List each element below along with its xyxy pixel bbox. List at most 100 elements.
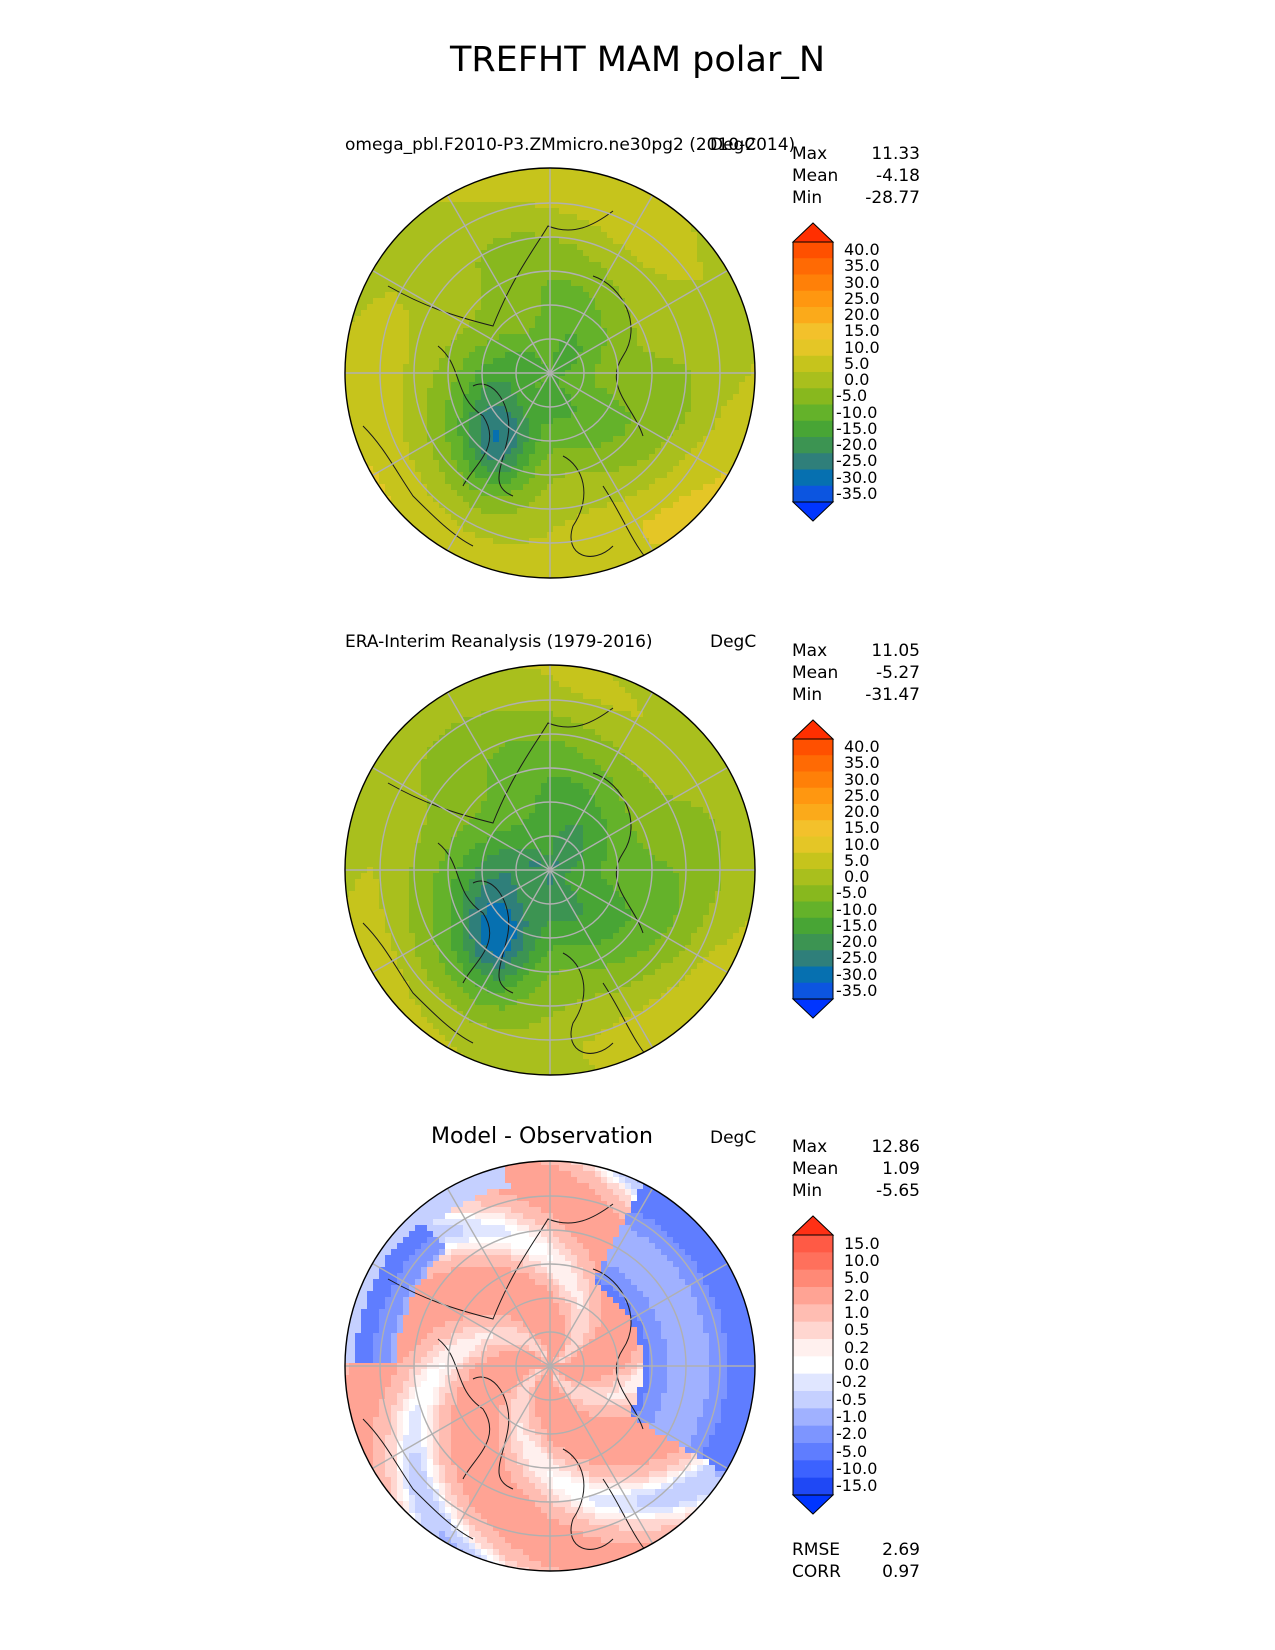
colorbar-segment <box>793 1443 833 1461</box>
colorbar-bottom-extend <box>791 501 835 522</box>
colorbar-segment <box>793 274 833 292</box>
polar-map-ref <box>343 663 757 1077</box>
colorbar-segment <box>793 1460 833 1479</box>
colorbar-segment <box>793 820 833 837</box>
colorbar-segment <box>793 804 833 821</box>
colorbar-tick-label: -5.0 <box>836 386 868 406</box>
colorbar-tick-label: 30.0 <box>844 272 880 292</box>
colorbar-segment <box>793 836 833 854</box>
colorbar-tick-label: 2.0 <box>844 1285 870 1305</box>
colorbar-frame <box>792 738 834 1000</box>
colorbar-segment <box>793 1287 833 1305</box>
meridian-line <box>446 195 654 551</box>
polar-map-diff <box>343 1159 757 1573</box>
colorbar: 40.0 35.0 30.0 25.0 20.0 15.0 10.0 5.0 0.0 -5.0 -1… <box>790 222 920 526</box>
colorbar-tick-label: -5.0 <box>836 883 868 903</box>
colorbar-tick-label: 0.5 <box>844 1320 870 1340</box>
colorbar-segment <box>793 242 833 259</box>
colorbar-segment <box>793 290 833 308</box>
colorbar-tick-label: -15.0 <box>836 915 878 935</box>
colorbar-segment <box>793 1425 833 1444</box>
colorbar-segment <box>793 420 833 438</box>
colorbar-tick-label: -35.0 <box>836 483 878 503</box>
meridian-line <box>446 1188 654 1544</box>
coastline-segment <box>592 1268 644 1430</box>
colorbar-segment <box>793 1373 833 1392</box>
coastline-segment <box>437 345 491 487</box>
min-label: Min <box>792 188 823 208</box>
colorbar-tick-label: -25.0 <box>836 451 878 471</box>
colorbar-segment <box>793 1304 833 1323</box>
colorbar-segment <box>793 469 833 487</box>
colorbar-tick-label: 10.0 <box>844 834 880 854</box>
graticule <box>345 1161 755 1571</box>
coastline-segment <box>562 455 614 557</box>
colorbar-tick-label: -30.0 <box>836 467 878 487</box>
colorbar-segment <box>793 323 833 340</box>
polar-map-test <box>343 166 757 580</box>
panel-ref: ERA-Interim Reanalysis (1979-2016) DegC … <box>0 617 1275 1087</box>
colorbar-segment <box>793 1235 833 1253</box>
colorbar-segment <box>793 453 833 470</box>
coastline-segment <box>387 210 614 327</box>
colorbar-segment <box>793 1356 833 1375</box>
colorbar-tick-label: 30.0 <box>844 769 880 789</box>
colorbar-segment <box>793 771 833 789</box>
colorbar-segment <box>793 1477 833 1496</box>
mean-label: Mean <box>792 166 839 186</box>
colorbar-tick-label: -30.0 <box>836 964 878 984</box>
coastline-segment <box>362 425 474 547</box>
colorbar-segment <box>793 1408 833 1427</box>
colorbar-tick-label: -20.0 <box>836 932 878 952</box>
colorbar-tick-label: 15.0 <box>844 818 880 838</box>
panel-title: ERA-Interim Reanalysis (1979-2016) <box>345 632 653 652</box>
max-label: Max <box>792 1137 828 1157</box>
colorbar-tick-label: 5.0 <box>844 850 870 870</box>
mean-label: Mean <box>792 663 839 683</box>
colorbar-segment <box>793 966 833 984</box>
coastline-segment <box>562 1448 614 1550</box>
coastline-segment <box>472 1376 514 1490</box>
coastline-segment <box>437 842 491 984</box>
colorbar-tick-label: 1.0 <box>844 1303 870 1322</box>
mean-value: -4.18 <box>876 166 920 186</box>
colorbar-tick-label: -35.0 <box>836 980 878 1000</box>
colorbar-segment <box>793 739 833 756</box>
max-value: 11.33 <box>871 144 920 164</box>
min-value: -5.65 <box>876 1181 920 1201</box>
colorbar-segment <box>793 755 833 772</box>
colorbar-tick-label: 20.0 <box>844 305 880 325</box>
colorbar-segment <box>793 885 833 902</box>
coastline-segment <box>437 1338 491 1480</box>
colorbar-segment <box>793 950 833 967</box>
figure-title: TREFHT MAM polar_N <box>449 40 826 80</box>
min-value: -31.47 <box>865 685 920 705</box>
max-label: Max <box>792 144 828 164</box>
coastline-segment <box>362 922 474 1044</box>
min-label: Min <box>792 1181 823 1201</box>
colorbar-segment <box>793 388 833 405</box>
graticule <box>345 168 755 578</box>
min-value: -28.77 <box>865 188 920 208</box>
colorbar-tick-label: 35.0 <box>844 256 880 276</box>
coastline-segment <box>387 1203 614 1320</box>
colorbar-tick-label: -25.0 <box>836 948 878 968</box>
colorbar-tick-label: 5.0 <box>844 1268 870 1288</box>
map-boundary <box>344 167 756 579</box>
colorbar-tick-label: 10.0 <box>844 1251 880 1270</box>
colorbar-tick-label: 0.0 <box>844 370 870 390</box>
max-value: 12.86 <box>871 1137 920 1157</box>
corr-value: 0.97 <box>882 1562 920 1582</box>
panel-title: omega_pbl.F2010-P3.ZMmicro.ne30pg2 (2010… <box>345 135 796 155</box>
panel-diff: Model - Observation DegC Max 12.86 Mean 1.… <box>0 1113 1275 1583</box>
panel-title: Model - Observation <box>431 1124 653 1149</box>
colorbar-tick-label: 0.0 <box>844 1355 870 1374</box>
coastline-segment <box>562 952 614 1054</box>
colorbar-frame <box>792 1234 834 1496</box>
colorbar-tick-label: 40.0 <box>844 737 880 757</box>
corr-label: CORR <box>792 1562 841 1582</box>
colorbar-segment <box>793 869 833 886</box>
colorbar: 40.0 35.0 30.0 25.0 20.0 15.0 10.0 5.0 0.0 -5.0 -1… <box>790 719 920 1023</box>
colorbar-segment <box>793 355 833 373</box>
colorbar-tick-label: -1.0 <box>836 1407 868 1426</box>
